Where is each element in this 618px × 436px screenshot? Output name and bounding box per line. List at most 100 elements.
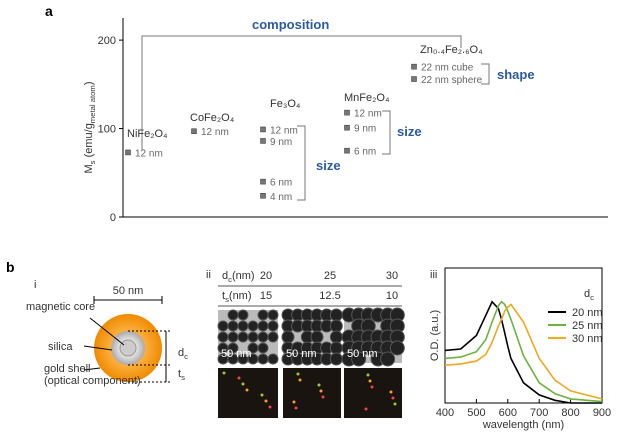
x-tick-label: 700	[530, 407, 548, 419]
table-cell: 15	[260, 290, 272, 302]
legend-label: 30 nm	[572, 333, 603, 345]
fluor-dot	[319, 389, 323, 393]
fluor-image	[218, 368, 278, 418]
diagram-label: magnetic core	[26, 301, 95, 313]
ts-label-part: t	[178, 368, 181, 380]
particle	[217, 331, 229, 343]
fluor-dot	[222, 371, 226, 375]
particle	[380, 351, 396, 367]
particle	[267, 353, 279, 365]
table-head-part: s	[225, 295, 229, 304]
series-line	[444, 300, 602, 404]
point-label: 12 nm	[270, 125, 298, 136]
tem-images: 50 nm 50 nm 50 nm	[217, 307, 405, 418]
fluor-image	[344, 368, 402, 418]
data-point	[260, 193, 266, 199]
legend-label: 20 nm	[572, 307, 603, 319]
data-point	[344, 147, 350, 154]
y-axis-label-part: s	[88, 160, 97, 164]
pointer	[89, 317, 125, 346]
particle	[329, 319, 343, 333]
particle	[227, 309, 239, 321]
point-label: 4 nm	[270, 192, 292, 203]
table-cell: 30	[386, 270, 398, 282]
series-line	[444, 300, 603, 403]
legend-title: dc	[584, 288, 594, 302]
fluor-dot	[245, 388, 249, 392]
compound-name: Zn₀.₄Fe₂.₆O₄	[420, 44, 483, 56]
particle	[257, 309, 269, 321]
y-tick-label: 200	[98, 35, 116, 47]
point-label: 6 nm	[270, 178, 292, 189]
fluor-dot	[298, 378, 302, 382]
fluor-dot	[241, 382, 245, 386]
x-axis-label: wavelength (nm)	[482, 419, 564, 431]
particle	[257, 353, 269, 365]
particle	[257, 342, 269, 354]
annotation: size	[316, 158, 341, 173]
point-label: 6 nm	[354, 147, 376, 158]
point-label: 22 nm cube	[421, 63, 474, 74]
size-bracket	[382, 110, 391, 155]
particle	[237, 309, 249, 321]
shape-bracket	[481, 63, 490, 85]
particle	[329, 352, 343, 366]
series-line	[444, 303, 603, 400]
data-point	[191, 128, 197, 134]
annotation: size	[397, 124, 422, 139]
fluor-dot	[237, 376, 241, 380]
scale-label: 50 nm	[286, 348, 317, 360]
dc-label-part: c	[184, 352, 188, 361]
panel-label: b	[6, 259, 15, 275]
x-tick-label: 900	[593, 407, 611, 419]
x-tick-label: 600	[499, 407, 517, 419]
legend-title-part: c	[590, 293, 594, 302]
fluor-dot	[292, 400, 296, 404]
diagram-label: gold shell	[44, 363, 90, 375]
core	[119, 339, 137, 357]
particle	[329, 330, 343, 344]
particle	[257, 331, 269, 343]
pointer	[83, 345, 113, 351]
sub-label: i	[34, 279, 36, 291]
data-point	[344, 124, 350, 131]
particle	[247, 331, 259, 343]
diagram-label: silica	[48, 341, 73, 353]
data-point	[344, 109, 350, 116]
particle	[267, 320, 279, 332]
annotation: shape	[497, 67, 535, 82]
particle	[310, 330, 324, 344]
particle	[389, 340, 405, 356]
y-axis-label-part: (emu/g	[83, 123, 95, 160]
table-head-part: c	[228, 275, 232, 284]
particle	[351, 351, 367, 367]
fluor-dot	[268, 405, 272, 409]
legend-label: 25 nm	[572, 320, 603, 332]
table-cell: 12.5	[319, 290, 340, 302]
table-head-part: t	[222, 290, 225, 302]
particle	[267, 331, 279, 343]
sub-label: iii	[430, 269, 437, 281]
particle	[329, 308, 343, 322]
particle	[267, 309, 279, 321]
legend-title-part: d	[584, 288, 590, 300]
scale-label: 50 nm	[347, 348, 378, 360]
point-label: 12 nm	[354, 109, 382, 120]
ts-label-part: s	[181, 373, 185, 382]
fluor-dot	[321, 395, 325, 399]
scale-label: 50 nm	[221, 348, 252, 360]
data-point	[411, 76, 417, 82]
size-bracket	[297, 125, 306, 201]
y-axis-label-part: M	[83, 164, 95, 173]
plot-frame	[444, 267, 603, 404]
table-head-part: (nm)	[229, 290, 252, 302]
y-tick-label: 100	[98, 124, 116, 136]
particle	[227, 320, 239, 332]
table-head-part: d	[222, 270, 228, 282]
table-cell: 20	[260, 270, 272, 282]
data-point	[411, 63, 417, 70]
y-axis-label-part: metal atom	[88, 85, 97, 123]
x-tick-label: 500	[467, 407, 485, 419]
diagram-label: (optical component)	[44, 375, 141, 387]
point-label: 22 nm sphere	[421, 75, 483, 86]
